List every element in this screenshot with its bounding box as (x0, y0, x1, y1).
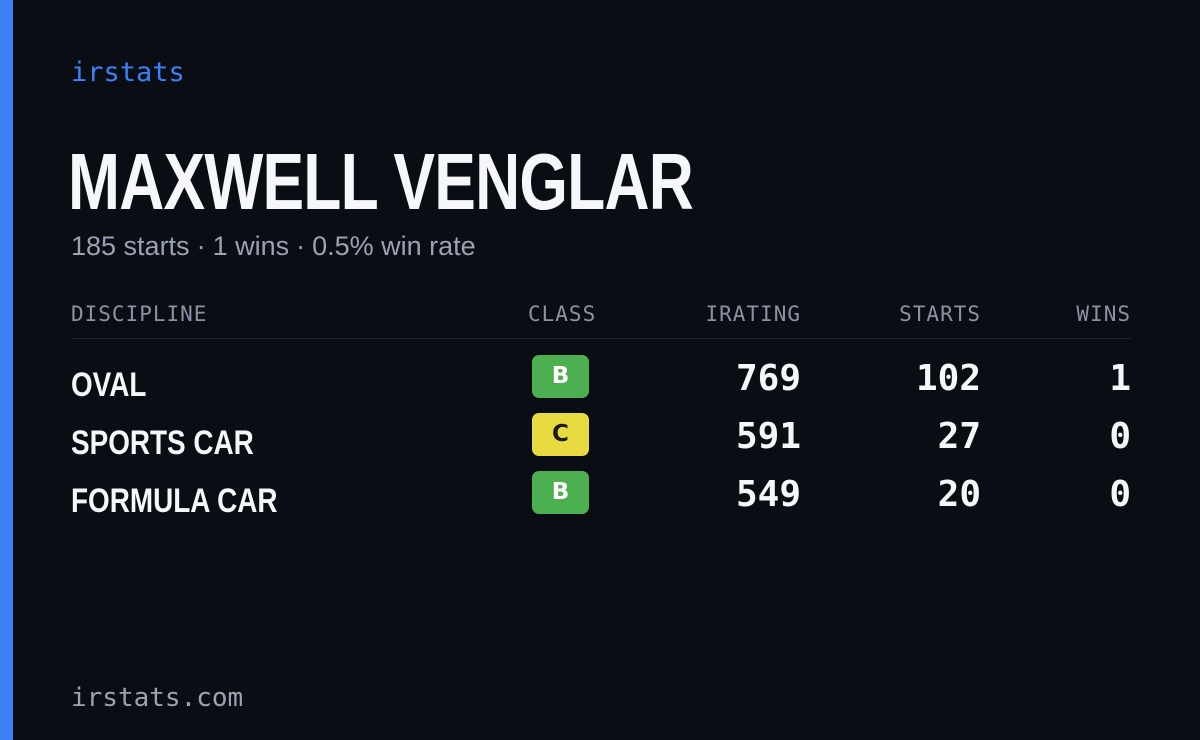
header-class: CLASS (528, 302, 597, 326)
header-wins: WINS (1076, 302, 1131, 326)
starts-value: 20 (937, 474, 981, 515)
win-rate-summary: 0.5% win rate (312, 231, 476, 261)
irating-value: 591 (735, 416, 801, 457)
brand-logo: irstats (71, 57, 185, 88)
player-name: MAXWELL VENGLAR (68, 137, 694, 226)
table-header: DISCIPLINE CLASS IRATING STARTS WINS (71, 298, 1131, 339)
stats-table: DISCIPLINE CLASS IRATING STARTS WINS OVA… (71, 298, 1131, 520)
wins-value: 1 (1109, 358, 1131, 399)
discipline-name: FORMULA CAR (71, 482, 278, 520)
header-irating: IRATING (705, 302, 801, 326)
header-discipline: DISCIPLINE (71, 302, 208, 326)
header-starts: STARTS (899, 302, 981, 326)
irating-value: 769 (735, 358, 801, 399)
class-badge: B (532, 471, 589, 514)
class-badge: B (532, 355, 589, 398)
wins-summary: 1 wins (212, 231, 290, 261)
class-badge: C (532, 413, 589, 456)
player-summary: 185 starts · 1 wins · 0.5% win rate (71, 229, 476, 263)
irating-value: 549 (735, 474, 801, 515)
accent-bar (0, 0, 13, 740)
starts-value: 102 (915, 358, 981, 399)
separator: · (296, 231, 306, 261)
discipline-name: OVAL (71, 366, 147, 404)
discipline-name: SPORTS CAR (71, 424, 254, 462)
table-row: FORMULA CAR B 549 20 0 (71, 471, 1131, 529)
table-body: OVAL B 769 102 1 SPORTS CAR C 591 27 0 F… (71, 355, 1131, 529)
table-row: SPORTS CAR C 591 27 0 (71, 413, 1131, 471)
footer-domain: irstats.com (71, 683, 244, 713)
table-row: OVAL B 769 102 1 (71, 355, 1131, 413)
starts-value: 27 (937, 416, 981, 457)
starts-summary: 185 starts (71, 231, 190, 261)
wins-value: 0 (1109, 416, 1131, 457)
separator: · (196, 231, 206, 261)
wins-value: 0 (1109, 474, 1131, 515)
